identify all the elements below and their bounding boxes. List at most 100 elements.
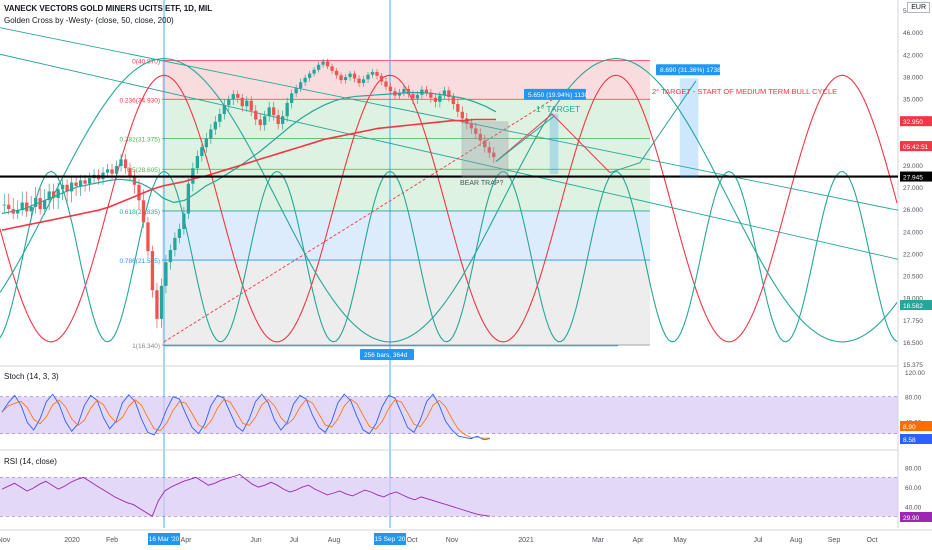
candle xyxy=(447,90,451,98)
candle xyxy=(7,204,11,210)
candle xyxy=(227,99,231,106)
candle xyxy=(339,75,343,81)
time-tick-label: 2020 xyxy=(64,537,80,544)
time-tick-label: Jul xyxy=(290,537,299,544)
target1-measure xyxy=(549,113,559,175)
time-marker-label: 16 Mar '20 xyxy=(149,536,180,543)
price-tick-label: 35.000 xyxy=(903,97,923,104)
candle xyxy=(415,94,420,99)
currency-label[interactable]: EUR xyxy=(907,2,930,13)
candle xyxy=(312,69,316,74)
target1-box-text: 5.650 (19.94%) 1130 xyxy=(528,92,589,99)
candle xyxy=(69,182,74,192)
candle xyxy=(87,178,92,184)
rsi-band xyxy=(0,477,898,517)
time-tick-label: Apr xyxy=(181,537,193,544)
projection-path-up xyxy=(495,115,555,162)
bear-trap-label: BEAR TRAP? xyxy=(460,180,504,187)
sine-cycles xyxy=(0,58,898,343)
candle xyxy=(137,184,141,201)
candle xyxy=(303,77,307,83)
time-tick-label: Feb xyxy=(106,537,118,544)
rsi-pane-label[interactable]: RSI (14, close) xyxy=(4,457,57,466)
time-tick-label: Oct xyxy=(407,537,418,544)
rsi-badge xyxy=(900,512,932,522)
time-marker-label: 15 Sep '20 xyxy=(375,536,406,543)
candle xyxy=(352,73,357,79)
candle xyxy=(406,88,411,95)
price-tick-label: 19.000 xyxy=(903,296,923,303)
candle xyxy=(83,180,87,184)
candle xyxy=(429,92,433,98)
candle xyxy=(2,204,6,206)
indicator-label[interactable]: Golden Cross by -Westy- (close, 50, clos… xyxy=(4,16,174,25)
range-box-text: 256 bars, 364d xyxy=(364,352,408,359)
candle xyxy=(105,169,110,173)
candle xyxy=(469,123,473,129)
price-tick-label: 46.000 xyxy=(903,30,923,37)
candle xyxy=(204,138,208,148)
channel-lower-line xyxy=(0,53,899,260)
candle xyxy=(263,116,267,126)
candle xyxy=(29,206,33,212)
green-sine-cycle-long xyxy=(0,58,898,343)
projection-path-red xyxy=(495,113,611,173)
candle xyxy=(465,118,469,124)
candle xyxy=(384,81,388,87)
time-tick-label: Aug xyxy=(328,537,341,544)
candle xyxy=(168,250,173,263)
fib-level-label: 0.236(34.930) xyxy=(120,97,160,104)
stoch-tick-label: 80.00 xyxy=(905,395,922,402)
price-tick-label: 29.000 xyxy=(903,163,923,170)
fib-level-label: 0.786(21.545) xyxy=(120,258,160,265)
candle xyxy=(442,90,446,96)
price-tick-label: 24.000 xyxy=(903,229,923,236)
fib-band xyxy=(162,138,650,170)
candle xyxy=(119,159,123,166)
candle xyxy=(60,184,65,190)
price-tick-label: 15.375 xyxy=(903,362,923,369)
candle xyxy=(177,229,182,238)
time-tick-label: Nov xyxy=(0,537,11,544)
price-badge-label: 05:42:51 xyxy=(903,144,929,151)
candle xyxy=(65,184,69,192)
red-sine-cycle xyxy=(0,74,898,343)
price-tick-label: 17.750 xyxy=(903,318,923,325)
candle xyxy=(110,169,114,174)
target2-label: 2° TARGET - START OF MEDIUM TERM BULL CY… xyxy=(652,87,837,96)
channel-upper-line xyxy=(0,27,899,211)
candle xyxy=(361,79,366,84)
oscillator-panes xyxy=(0,393,898,517)
fib-band xyxy=(162,260,650,346)
candle xyxy=(478,133,482,141)
price-badge xyxy=(900,141,932,152)
stoch-badge-label: 8.90 xyxy=(903,424,916,431)
candle xyxy=(195,156,199,169)
chart-title: VANECK VECTORS GOLD MINERS UCITS ETF, 1D… xyxy=(4,4,213,13)
moving-averages xyxy=(1,92,497,231)
time-tick-label: Jun xyxy=(250,537,261,544)
candle xyxy=(150,251,155,291)
candle xyxy=(299,82,303,89)
price-badge xyxy=(900,171,932,182)
fib-level-label: 0.5(28.605) xyxy=(127,167,160,174)
stoch-pane-label[interactable]: Stoch (14, 3, 3) xyxy=(4,372,59,381)
candle xyxy=(245,100,249,107)
candle xyxy=(209,129,213,139)
candle xyxy=(294,88,298,94)
price-tick-label: 42.000 xyxy=(903,52,923,59)
price-tick-label: 26.000 xyxy=(903,207,923,214)
stoch-tick-label: 120.00 xyxy=(905,370,925,377)
time-tick-label: Apr xyxy=(633,537,645,544)
fib-level-label: 0.382(31.375) xyxy=(120,137,160,144)
candle xyxy=(456,104,460,112)
candle xyxy=(240,97,244,107)
candle xyxy=(379,75,384,82)
price-tick-label: 27.000 xyxy=(903,185,923,192)
candle xyxy=(397,92,402,96)
rsi-line xyxy=(1,473,491,517)
candle xyxy=(460,111,464,119)
time-marker-badge xyxy=(148,533,180,545)
candle xyxy=(451,97,455,105)
